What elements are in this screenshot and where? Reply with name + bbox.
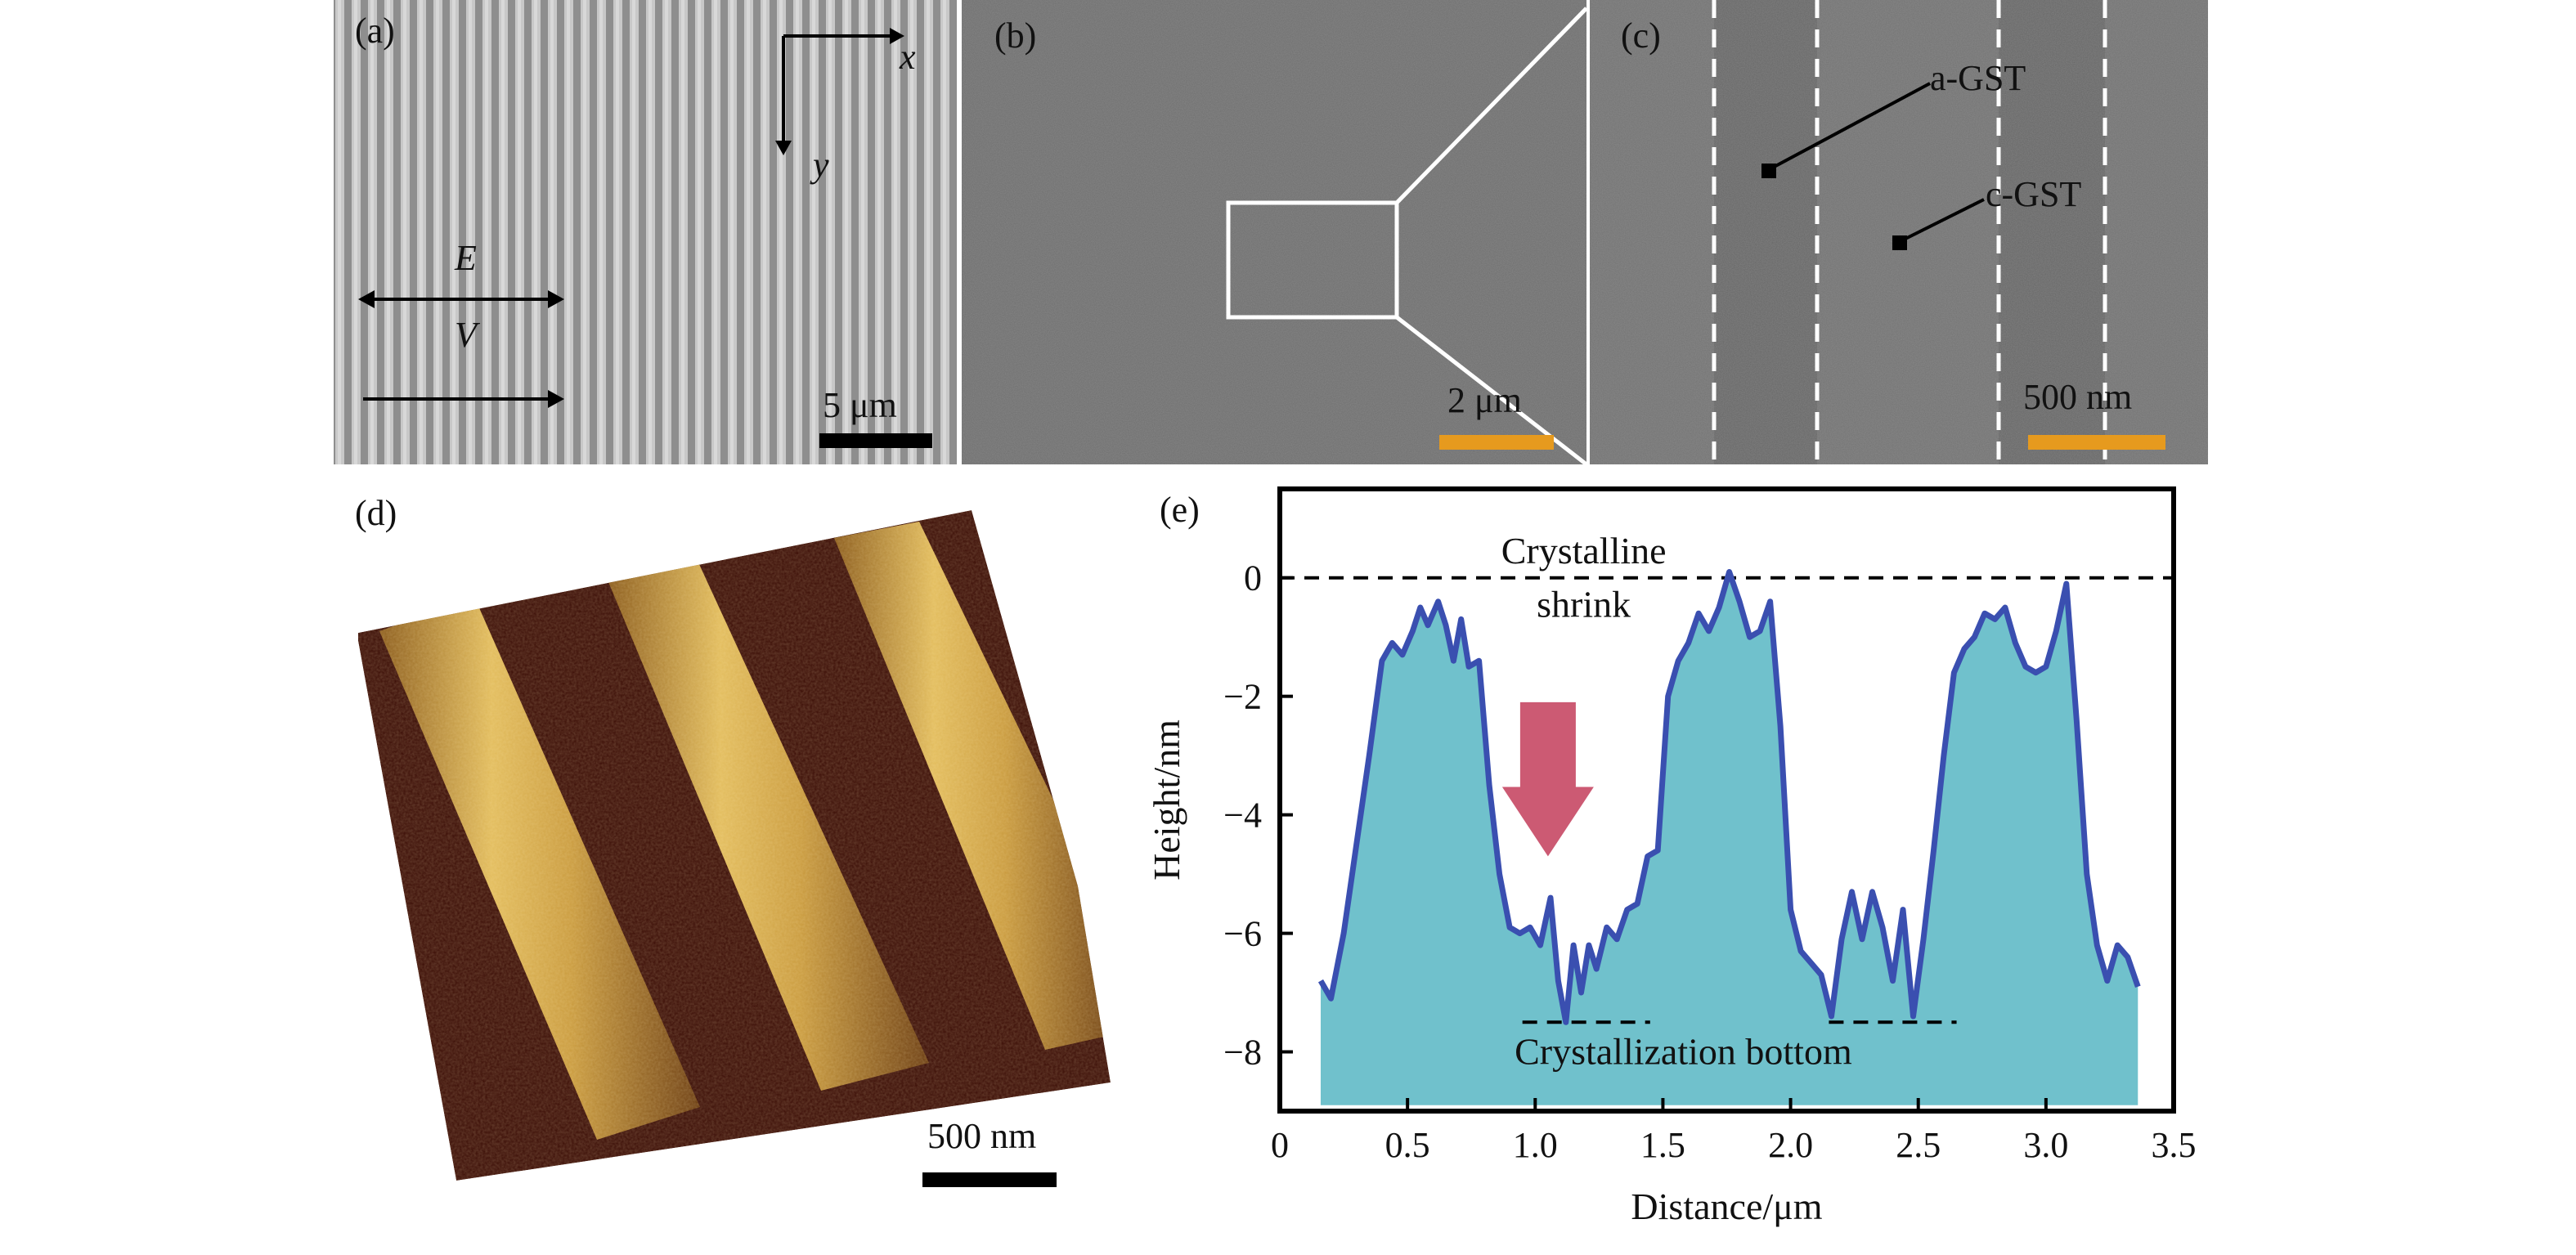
panel-c-image bbox=[1590, 0, 2208, 464]
y-axis-label: Height/nm bbox=[1146, 719, 1187, 881]
axis-y-label: y bbox=[813, 145, 829, 185]
panel-d-label: (d) bbox=[355, 493, 397, 533]
panel-b-label: (b) bbox=[994, 16, 1037, 56]
x-tick-label: 2.0 bbox=[1768, 1125, 1813, 1165]
shrink-arrow bbox=[1501, 701, 1594, 857]
panel-e: 0 0.5 1.0 1.5 2.0 2.5 3.0 3.5 0 −2 −4 −6 −8 Distance/… bbox=[1120, 477, 2208, 1255]
panel-b-image bbox=[962, 0, 1586, 464]
scale-bar-label: 500 nm bbox=[2023, 377, 2133, 417]
panel-a: (a) x y E V 5 μm bbox=[334, 0, 957, 464]
y-tick-label: −2 bbox=[1223, 677, 1262, 717]
chart-annotation: shrink bbox=[1537, 583, 1631, 625]
chart-annotation: Crystalline bbox=[1501, 530, 1667, 571]
e-field-label: E bbox=[455, 238, 477, 278]
panel-d-image bbox=[358, 510, 1111, 1187]
x-tick-label: 2.5 bbox=[1896, 1125, 1941, 1165]
a-gst-label: a-GST bbox=[1930, 58, 2026, 98]
velocity-label: V bbox=[455, 315, 477, 355]
y-tick-label: 0 bbox=[1244, 558, 1262, 598]
panel-a-label: (a) bbox=[355, 11, 395, 51]
c-gst-label: c-GST bbox=[1986, 174, 2082, 214]
panel-b: (b) 2 μm bbox=[962, 0, 1586, 464]
x-axis-label: Distance/μm bbox=[1631, 1186, 1822, 1227]
y-tick-label: −8 bbox=[1223, 1033, 1262, 1073]
scale-bar-label: 500 nm bbox=[927, 1116, 1037, 1156]
panel-d: (d) 500 nm bbox=[334, 477, 1119, 1255]
panel-a-image bbox=[334, 0, 957, 464]
plot-frame bbox=[1277, 486, 2176, 1114]
x-tick-label: 3.0 bbox=[2023, 1125, 2068, 1165]
x-tick-label: 1.0 bbox=[1513, 1125, 1558, 1165]
profile-fill bbox=[1320, 571, 2138, 1105]
scale-bar-label: 2 μm bbox=[1447, 380, 1522, 420]
profile-line bbox=[1317, 569, 2141, 1025]
scale-bar-label: 5 μm bbox=[823, 385, 897, 425]
panel-c-label: (c) bbox=[1621, 16, 1661, 56]
x-tick-label: 0 bbox=[1271, 1125, 1289, 1165]
y-tick-label: −4 bbox=[1223, 796, 1262, 836]
x-tick-label: 1.5 bbox=[1640, 1125, 1685, 1165]
y-tick-label: −6 bbox=[1223, 914, 1262, 954]
height-profile-chart: 0 0.5 1.0 1.5 2.0 2.5 3.0 3.5 0 −2 −4 −6 −8 Distance/… bbox=[1146, 486, 2197, 1227]
chart-annotation: Crystallization bottom bbox=[1515, 1031, 1852, 1073]
axis-x-label: x bbox=[900, 37, 916, 77]
panel-e-label: (e) bbox=[1160, 490, 1200, 530]
x-tick-label: 0.5 bbox=[1385, 1125, 1430, 1165]
panel-c: (c) a-GST c-GST 500 nm bbox=[1590, 0, 2208, 464]
x-tick-label: 3.5 bbox=[2152, 1125, 2197, 1165]
